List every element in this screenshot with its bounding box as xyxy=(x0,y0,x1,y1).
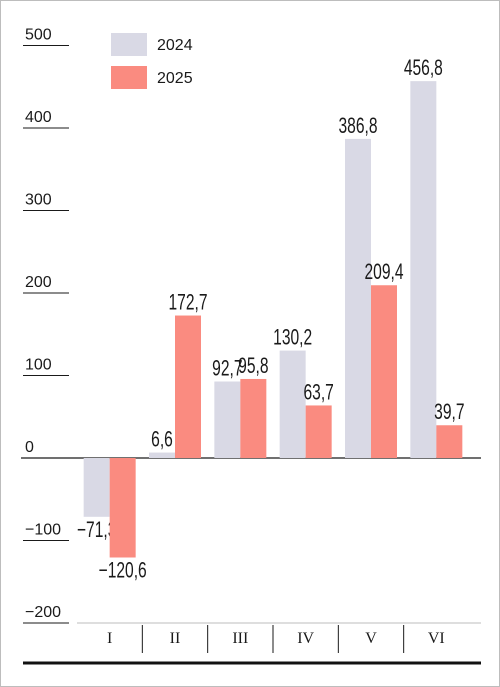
x-category-label: I xyxy=(107,630,112,647)
y-tick-label: 500 xyxy=(25,27,52,44)
data-label: 172,7 xyxy=(169,291,208,315)
data-label: 130,2 xyxy=(273,326,312,350)
data-label: −120,6 xyxy=(99,559,147,583)
y-tick-label: −100 xyxy=(25,522,61,539)
y-tick-label: 100 xyxy=(25,357,52,374)
y-tick-label: 0 xyxy=(25,439,34,456)
legend-label-2025: 2025 xyxy=(157,70,193,87)
y-tick-label: 200 xyxy=(25,274,52,291)
bar-2024-vi xyxy=(410,81,437,458)
data-label: 209,4 xyxy=(365,261,404,285)
legend-swatch-2025 xyxy=(111,66,147,89)
bar-2025-iii xyxy=(240,378,267,458)
data-label: 456,8 xyxy=(404,57,443,81)
y-tick-label: 400 xyxy=(25,109,52,126)
x-category-label: VI xyxy=(428,630,445,647)
bar-2024-v xyxy=(345,138,371,458)
data-label: 95,8 xyxy=(238,355,268,379)
data-label: 39,7 xyxy=(434,401,464,425)
bar-2024-ii xyxy=(149,452,175,458)
data-label: 6,6 xyxy=(151,428,173,452)
data-label: 63,7 xyxy=(304,381,334,405)
x-category-label: III xyxy=(232,630,248,647)
bar-2025-vi xyxy=(436,425,463,458)
y-tick-label: −200 xyxy=(25,604,61,621)
x-category-label: V xyxy=(365,630,377,647)
bar-2024-iii xyxy=(214,381,241,458)
bar-2025-v xyxy=(371,285,397,458)
y-tick-label: 300 xyxy=(25,192,52,209)
bar-2024-i xyxy=(83,458,110,517)
bar-2024-iv xyxy=(279,350,306,458)
data-label: 386,8 xyxy=(339,114,378,138)
legend-swatch-2024 xyxy=(111,33,147,56)
x-category-label: II xyxy=(170,630,181,647)
x-category-label: IV xyxy=(297,630,314,647)
legend-label-2024: 2024 xyxy=(157,37,193,54)
bar-2025-ii xyxy=(175,315,201,458)
bar-2025-iv xyxy=(305,405,332,458)
bar-2025-i xyxy=(109,458,136,558)
data-label: 92,7 xyxy=(212,357,242,381)
